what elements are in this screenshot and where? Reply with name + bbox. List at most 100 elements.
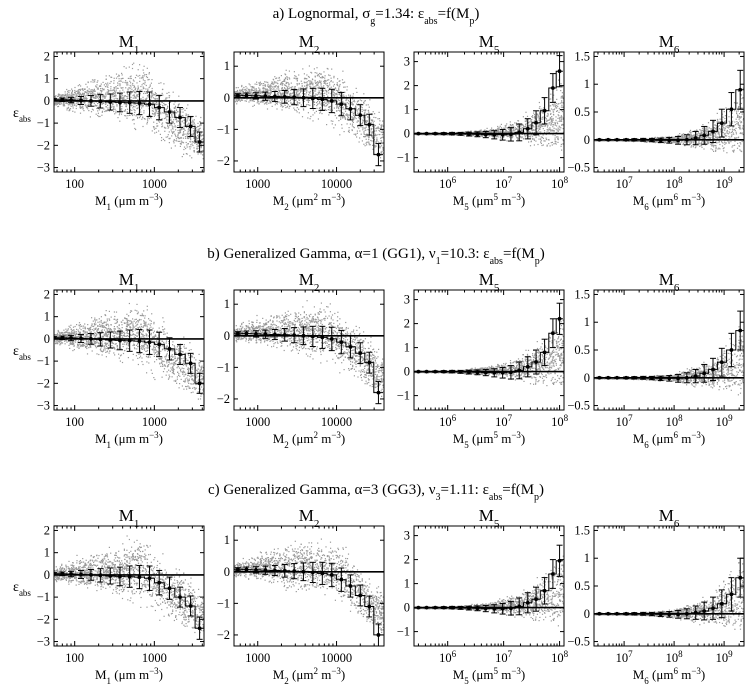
error-bar xyxy=(596,375,603,380)
bin-marker xyxy=(127,100,132,105)
bin-marker xyxy=(606,375,611,380)
bin-marker xyxy=(147,102,152,107)
error-bar xyxy=(507,601,514,616)
y-tick-label: 0 xyxy=(44,332,50,346)
x-axis-label: M5 (μm5 m−3) xyxy=(453,430,526,450)
error-bar xyxy=(319,87,326,111)
bin-marker xyxy=(525,126,530,131)
error-bar xyxy=(281,328,288,342)
error-bar xyxy=(449,369,456,374)
error-bar xyxy=(440,605,447,610)
y-tick-label: 2 xyxy=(44,287,50,301)
bin-marker xyxy=(500,370,505,375)
y-tick-label: −1 xyxy=(37,354,50,368)
bin-marker xyxy=(367,360,372,365)
bin-marker xyxy=(320,335,325,340)
x-tick-label: 1000 xyxy=(245,651,270,665)
error-bar xyxy=(366,351,373,374)
bin-marker xyxy=(98,99,103,104)
bin-marker xyxy=(188,361,193,366)
bin-marker xyxy=(108,100,113,104)
step-line xyxy=(414,70,563,136)
step-line xyxy=(54,337,204,384)
y-tick-label: 0.5 xyxy=(574,105,590,119)
bin-marker xyxy=(292,95,297,100)
bin-marker xyxy=(676,138,680,143)
error-bar xyxy=(309,561,316,584)
y-axis-label: εabs xyxy=(13,580,31,598)
error-bar xyxy=(683,608,690,620)
y-tick-label: 0 xyxy=(224,329,230,343)
bin-marker xyxy=(320,97,325,102)
bin-marker xyxy=(367,122,372,127)
x-axis-label: M5 (μm5 m−3) xyxy=(453,666,526,684)
error-bar xyxy=(300,88,307,108)
error-bar xyxy=(701,125,708,145)
y-tick-label: 1.5 xyxy=(574,49,590,63)
y-tick-label: −0.5 xyxy=(567,635,590,649)
x-tick-label: 106 xyxy=(439,413,457,429)
error-bar xyxy=(516,597,523,616)
bin-marker xyxy=(348,584,353,588)
bin-marker xyxy=(467,370,471,374)
y-tick-label: 1 xyxy=(584,77,590,91)
axes-frame xyxy=(233,51,385,173)
bin-marker xyxy=(492,370,497,375)
error-bar xyxy=(541,577,548,605)
error-bar xyxy=(648,137,655,143)
bin-marker xyxy=(108,574,113,578)
bin-marker xyxy=(492,606,497,611)
error-bar xyxy=(357,584,364,607)
error-bar xyxy=(126,565,133,588)
y-tick-label: 3 xyxy=(404,55,410,69)
error-bar xyxy=(507,127,514,142)
bin-marker xyxy=(272,332,277,337)
error-bar xyxy=(675,609,682,619)
error-bar xyxy=(68,570,75,578)
bin-marker xyxy=(676,376,680,381)
bin-marker xyxy=(729,592,734,597)
bin-marker xyxy=(458,131,463,136)
x-tick-label: 107 xyxy=(616,413,634,429)
error-bar xyxy=(97,332,104,347)
x-tick-label: 106 xyxy=(439,649,457,665)
error-bar xyxy=(366,595,373,618)
bin-marker xyxy=(320,571,325,576)
error-bar xyxy=(549,559,556,589)
bin-marker xyxy=(441,369,446,374)
panel-1-2: −1 0 1 2 3 106 107 108 M5 M5 (μm5 m−3) xyxy=(397,270,569,450)
error-bar xyxy=(657,611,664,618)
bin-marker xyxy=(517,604,522,609)
y-tick-label: 0 xyxy=(224,565,230,579)
y-tick-label: 2 xyxy=(404,553,410,567)
x-tick-label: 106 xyxy=(439,175,457,191)
bin-marker xyxy=(676,612,680,617)
error-bar xyxy=(457,605,464,610)
bin-marker xyxy=(509,370,513,375)
bin-marker xyxy=(178,352,182,357)
axes-frame xyxy=(413,289,565,411)
x-tick-label: 107 xyxy=(495,413,513,429)
error-bar xyxy=(126,91,133,114)
y-tick-label: 0.5 xyxy=(574,579,590,593)
bin-marker xyxy=(147,340,152,345)
bin-marker xyxy=(500,132,505,137)
x-axis-label: M1 (μm m−3) xyxy=(95,192,163,212)
error-bar xyxy=(347,335,354,359)
bin-marker xyxy=(667,612,672,617)
error-bar xyxy=(262,565,269,575)
y-tick-label: 0 xyxy=(44,94,50,108)
x-tick-label: 100 xyxy=(65,415,84,429)
error-bar xyxy=(234,331,241,336)
scatter-cloud xyxy=(414,319,564,387)
error-bar xyxy=(291,327,298,344)
error-bar xyxy=(319,325,326,349)
error-bar xyxy=(465,605,472,611)
error-bar xyxy=(309,325,316,348)
y-tick-label: 1 xyxy=(584,551,590,565)
bin-marker xyxy=(188,124,193,129)
error-bar xyxy=(77,569,84,579)
y-tick-label: 1 xyxy=(584,315,590,329)
